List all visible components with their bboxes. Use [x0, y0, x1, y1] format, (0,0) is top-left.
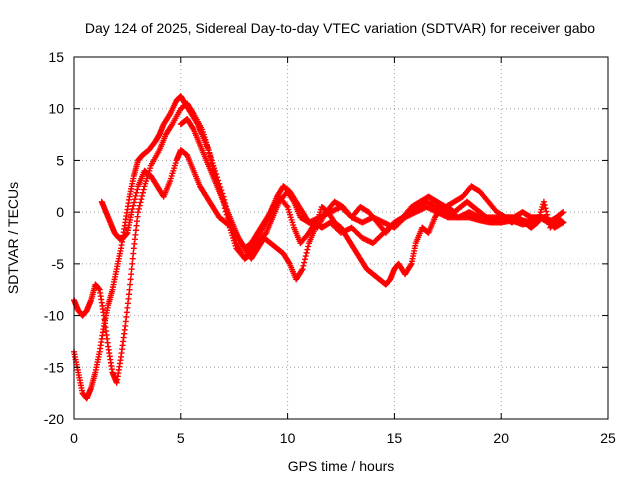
y-tick-label: -10	[44, 308, 64, 324]
data-point	[132, 192, 139, 199]
data-point	[300, 262, 307, 269]
data-point	[302, 253, 309, 260]
x-axis-label: GPS time / hours	[288, 458, 395, 474]
x-tick-label: 5	[177, 430, 185, 446]
x-tick-label: 25	[600, 430, 616, 446]
x-tick-label: 20	[493, 430, 509, 446]
data-point	[407, 262, 414, 269]
data-point	[131, 196, 138, 203]
data-point	[134, 186, 141, 193]
y-tick-label: -15	[44, 359, 64, 375]
data-point	[129, 255, 136, 262]
data-point	[189, 125, 196, 132]
data-point	[544, 211, 551, 218]
data-point	[301, 256, 308, 263]
series-track-3	[98, 147, 567, 288]
data-point	[127, 276, 134, 283]
data-point	[129, 205, 136, 212]
data-point	[127, 281, 134, 288]
data-point	[135, 205, 142, 212]
data-point	[137, 199, 144, 206]
data-point	[133, 189, 140, 196]
x-tick-label: 15	[387, 430, 403, 446]
data-point	[560, 209, 567, 216]
data-point	[206, 150, 213, 157]
plot-frame	[73, 56, 609, 420]
chart-title: Day 124 of 2025, Sidereal Day-to-day VTE…	[85, 20, 595, 36]
data-point	[560, 219, 567, 226]
data-point	[207, 153, 214, 160]
data-point	[130, 250, 137, 257]
data-point	[128, 266, 135, 273]
data-points	[71, 93, 567, 402]
data-point	[140, 186, 147, 193]
data-point	[205, 147, 212, 154]
data-point	[301, 259, 308, 266]
data-point	[540, 198, 547, 205]
data-point	[136, 202, 143, 209]
series-track-2	[71, 100, 567, 386]
data-point	[303, 249, 310, 256]
series-track-1	[71, 93, 567, 402]
data-point	[541, 202, 548, 209]
y-tick-label: -5	[52, 256, 65, 272]
data-point	[305, 243, 312, 250]
data-point	[135, 209, 142, 216]
x-tick-label: 0	[70, 430, 78, 446]
data-point	[138, 196, 145, 203]
y-tick-label: 15	[48, 49, 64, 65]
data-point	[129, 260, 136, 267]
data-point	[128, 271, 135, 278]
data-point	[139, 192, 146, 199]
data-point	[128, 209, 135, 216]
data-point	[139, 189, 146, 196]
data-point	[304, 246, 311, 253]
y-tick-label: 5	[56, 152, 64, 168]
data-point	[266, 210, 273, 217]
y-tick-label: 0	[56, 204, 64, 220]
x-tick-label: 10	[280, 430, 296, 446]
data-point	[283, 202, 290, 209]
data-point	[542, 205, 549, 212]
data-point	[299, 266, 306, 273]
data-point	[543, 208, 550, 215]
data-point	[285, 259, 292, 266]
grid-lines	[74, 57, 608, 419]
axis-ticks: 0 5 10 15 20 25 -20 -15 -10 -5 0 5 10 15	[44, 49, 616, 446]
data-point	[189, 109, 196, 116]
series-track-4	[177, 116, 567, 252]
data-point	[130, 202, 137, 209]
data-point	[298, 267, 305, 274]
y-tick-label: -20	[44, 411, 64, 427]
data-point	[131, 199, 138, 206]
y-tick-label: 10	[48, 101, 64, 117]
y-axis-label: SDTVAR / TECUs	[5, 182, 21, 294]
data-point	[126, 286, 133, 293]
data-point	[168, 122, 175, 129]
